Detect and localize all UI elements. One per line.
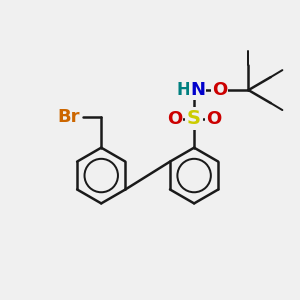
Text: O: O: [212, 81, 227, 99]
Text: H: H: [177, 81, 191, 99]
Text: Br: Br: [58, 109, 80, 127]
Text: S: S: [187, 110, 201, 128]
Text: N: N: [190, 81, 205, 99]
Text: O: O: [206, 110, 221, 128]
Text: O: O: [167, 110, 182, 128]
